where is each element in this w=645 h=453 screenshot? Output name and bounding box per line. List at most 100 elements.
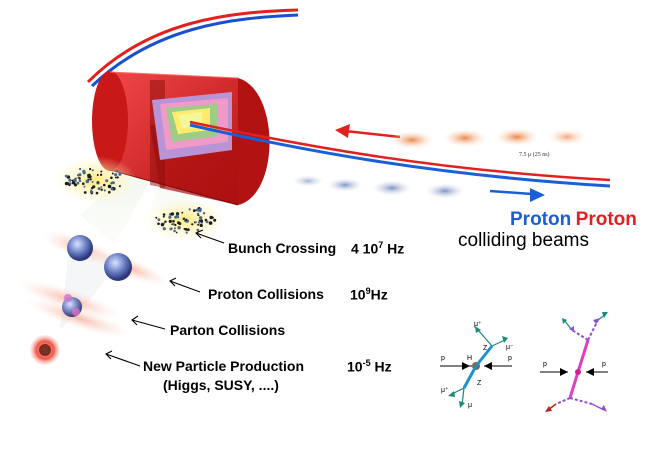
bunch-particle-dot	[157, 218, 161, 222]
bunch-particle-dot	[186, 228, 190, 232]
bunch-particle-dot	[199, 223, 203, 227]
beam-pipe-red-upper	[86, 8, 299, 84]
bunch-particle-dot	[196, 212, 200, 215]
feynman-diagram-susy	[540, 312, 608, 412]
arrow-parton-collisions	[131, 315, 166, 330]
bunch-particle-dot	[74, 183, 77, 187]
bunch-particle-dot	[100, 186, 103, 189]
bunch-particle-dot	[173, 229, 176, 233]
new-particle-examples: (Higgs, SUSY, ....)	[163, 377, 279, 393]
proton-collisions-rate: 109Hz	[350, 286, 388, 303]
proton-label-blue: Proton	[510, 209, 572, 230]
bunch-particle-dot	[82, 171, 86, 175]
bunch-particle-dot	[160, 223, 164, 227]
bunch-particle-dot	[157, 222, 160, 225]
bunch-particle-dot	[103, 183, 106, 187]
proton-bunches-blue	[292, 175, 465, 199]
bunch-particle-dot	[175, 231, 178, 234]
arrow-bunch-crossing	[195, 229, 225, 244]
bunch-particle-dot	[196, 208, 200, 212]
bunch-particle-dot	[78, 177, 81, 180]
bunch-particle-dot	[78, 173, 82, 177]
beam-blue-main	[189, 123, 611, 188]
arrow-proton-collisions	[169, 277, 201, 293]
bunch-particle-dot	[71, 179, 74, 182]
bunch-particle-dot	[205, 220, 209, 224]
bunch-particle-dot	[83, 185, 86, 188]
bunch-particle-dot	[95, 191, 99, 195]
new-particle-rate: 10-5 Hz	[347, 358, 392, 375]
bunch-particle-dot	[194, 221, 197, 224]
parton-disc	[25, 298, 131, 338]
bunch-particle-dot	[100, 170, 103, 173]
bunch-particle-dot	[76, 174, 79, 177]
bunch-particle-dot	[89, 167, 92, 171]
bunch-particle-dot	[197, 223, 200, 226]
bunch-particle-dot	[183, 227, 186, 230]
bunch-particle-dot	[108, 190, 111, 194]
bunch-particle-dot	[99, 173, 103, 176]
bunch-particle-dot	[85, 179, 90, 184]
bunch-particle-dot	[64, 174, 68, 178]
bunch-particle-dot	[174, 223, 177, 227]
bunch-particle-dot	[191, 223, 194, 226]
fd-left-higgs: H	[467, 355, 473, 362]
bunch-particle-dot	[211, 216, 214, 219]
bunch-particle-dot	[200, 219, 204, 223]
fd-left-p-left: p	[441, 355, 445, 362]
proton-collisions-label: Proton Collisions	[208, 286, 324, 302]
bunch-particle-dot	[199, 216, 203, 220]
bunch-particle-dot	[105, 179, 109, 183]
new-particle-label: New Particle Production	[143, 358, 305, 374]
bunch-particle-dot	[79, 167, 82, 171]
bunch-particle-dot	[197, 221, 201, 224]
fd-left-mu-top-left: μ⁺	[474, 321, 482, 328]
bunch-particle-dot	[73, 178, 77, 182]
beam-pipe-blue-upper	[90, 13, 299, 88]
bunch-particle-dot	[90, 189, 93, 192]
bunch-particle-dot	[83, 191, 87, 194]
bunch-particle-dot	[199, 208, 202, 211]
bunch-particle-dot	[178, 222, 182, 226]
bunch-particle-dot	[111, 181, 114, 184]
bunch-particle-dot	[164, 220, 167, 223]
bunch-particle-dot	[169, 227, 173, 231]
bunch-particle-dot	[172, 219, 175, 223]
bunch-particle-dot	[107, 184, 112, 189]
bunch-particle-dot	[168, 215, 172, 219]
bunch-particle-dot	[177, 226, 181, 230]
proton-ball	[104, 253, 132, 281]
bunch-particle-dot	[91, 192, 93, 195]
bunch-particle-dot	[90, 187, 94, 190]
bunch-particle-dot	[192, 209, 196, 213]
bunch-particle-dot	[82, 182, 85, 185]
bunch-particle-dot	[118, 172, 122, 176]
bunch-particle-dot	[181, 211, 184, 214]
bunch-particle-dot	[89, 178, 92, 181]
bunch-particle-dot	[162, 213, 166, 216]
fd-right-p-right: p	[602, 361, 606, 368]
bunch-particle-dot	[168, 219, 172, 223]
proton-bunches-red	[390, 128, 587, 149]
blue-beam-arrow	[489, 188, 545, 202]
bunch-particle-dot	[175, 212, 180, 216]
fd-left-z-lower: Z	[477, 380, 482, 387]
bunch-particle-dot	[96, 174, 99, 176]
bunch-crossing-label: Bunch Crossing	[228, 240, 337, 256]
bunch-spacing-note: 7.5 μ (25 ns)	[519, 152, 550, 158]
bunch-particle-dot	[100, 188, 103, 191]
bunch-particle-dot	[96, 181, 99, 184]
proton-ball	[67, 235, 93, 261]
bunch-particle-dot	[78, 179, 82, 182]
bunch-particle-dot	[162, 227, 166, 231]
bunch-particle-dot	[202, 212, 206, 215]
proton-label-red: Proton	[575, 209, 637, 230]
bunch-particle-dot	[155, 216, 158, 219]
bunch-particle-dot	[111, 172, 114, 175]
bunch-particle-dot	[198, 219, 201, 222]
bunch-particle-dot	[76, 181, 80, 185]
fd-left-mu-bottom: μ	[468, 402, 473, 409]
bunch-particle-dot	[172, 223, 175, 226]
bunch-particle-dot	[115, 169, 119, 173]
